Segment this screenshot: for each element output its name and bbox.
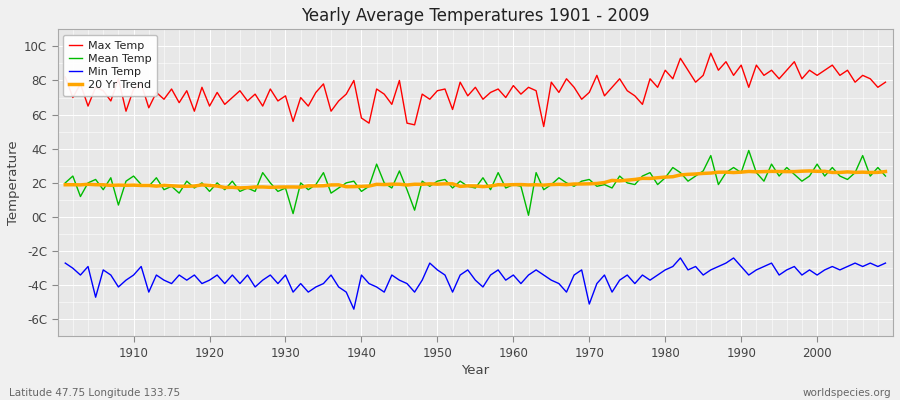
- Max Temp: [333, 98, 344, 103]
- Mean Temp: [500, 186, 511, 190]
- 20 Yr Trend: [341, 184, 352, 189]
- Max Temp: [607, 85, 617, 90]
- 20 Yr Trend: [607, 178, 617, 183]
- Max Temp: [59, 75, 70, 80]
- Max Temp: [500, 95, 511, 100]
- Max Temp: [538, 124, 549, 129]
- Mean Temp: [607, 186, 617, 190]
- 20 Yr Trend: [508, 182, 518, 187]
- Min Temp: [333, 284, 344, 289]
- Mean Temp: [288, 211, 299, 216]
- Max Temp: [121, 109, 131, 114]
- Line: Max Temp: Max Temp: [65, 53, 886, 126]
- Mean Temp: [743, 148, 754, 153]
- Mean Temp: [121, 179, 131, 184]
- Line: Mean Temp: Mean Temp: [65, 150, 886, 215]
- Y-axis label: Temperature: Temperature: [7, 140, 20, 225]
- Min Temp: [288, 290, 299, 294]
- Line: 20 Yr Trend: 20 Yr Trend: [65, 171, 886, 188]
- Min Temp: [348, 307, 359, 312]
- Max Temp: [288, 119, 299, 124]
- 20 Yr Trend: [295, 185, 306, 190]
- Max Temp: [880, 80, 891, 84]
- 20 Yr Trend: [121, 183, 131, 188]
- Mean Temp: [523, 213, 534, 218]
- Title: Yearly Average Temperatures 1901 - 2009: Yearly Average Temperatures 1901 - 2009: [302, 7, 650, 25]
- 20 Yr Trend: [804, 168, 814, 173]
- Min Temp: [516, 281, 526, 286]
- Max Temp: [706, 51, 716, 56]
- Min Temp: [675, 256, 686, 260]
- Min Temp: [59, 261, 70, 266]
- Mean Temp: [508, 182, 518, 187]
- Min Temp: [880, 261, 891, 266]
- X-axis label: Year: Year: [462, 364, 490, 377]
- Text: Latitude 47.75 Longitude 133.75: Latitude 47.75 Longitude 133.75: [9, 388, 180, 398]
- Text: worldspecies.org: worldspecies.org: [803, 388, 891, 398]
- Min Temp: [607, 290, 617, 294]
- 20 Yr Trend: [516, 182, 526, 187]
- Legend: Max Temp, Mean Temp, Min Temp, 20 Yr Trend: Max Temp, Mean Temp, Min Temp, 20 Yr Tre…: [63, 35, 157, 96]
- Max Temp: [508, 83, 518, 88]
- Mean Temp: [59, 180, 70, 185]
- 20 Yr Trend: [59, 182, 70, 187]
- Mean Temp: [333, 186, 344, 190]
- Line: Min Temp: Min Temp: [65, 258, 886, 309]
- Min Temp: [508, 273, 518, 278]
- Min Temp: [121, 278, 131, 282]
- Mean Temp: [880, 174, 891, 178]
- 20 Yr Trend: [235, 186, 246, 190]
- 20 Yr Trend: [880, 169, 891, 174]
